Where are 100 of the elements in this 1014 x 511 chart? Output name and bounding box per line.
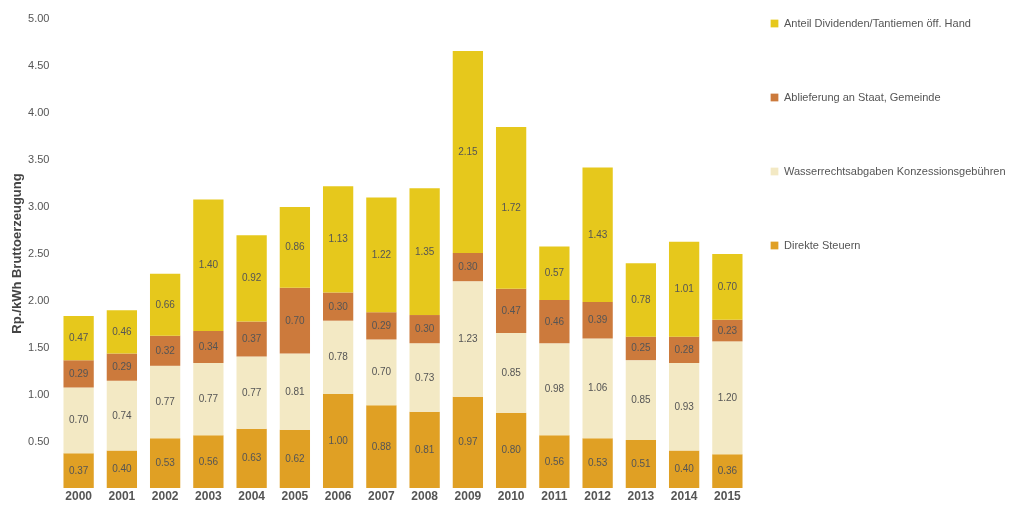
bar [236,321,267,357]
data-label: 0.81 [414,443,435,455]
bar [106,450,138,488]
bar [539,300,570,344]
bar [63,315,94,361]
legend-label: Anteil Dividenden/Tantiemen öff. Hand [784,16,971,29]
data-label: 1.13 [328,233,349,245]
bar [625,263,657,337]
bar [322,394,354,488]
y-tick-label: 2.50 [28,246,50,259]
bar [193,199,224,332]
data-label: 0.30 [414,323,435,335]
data-label: 0.70 [717,280,738,292]
bar [193,331,224,363]
data-label: 0.97 [458,436,479,448]
data-label: 0.88 [371,440,392,452]
data-label: 0.37 [241,333,262,345]
y-tick-label: 3.00 [28,199,50,212]
x-tick-label: 2013 [627,488,655,503]
data-label: 1.43 [587,228,608,240]
bar [322,186,354,293]
data-label: 0.74 [112,409,133,421]
data-label: 0.29 [112,361,133,373]
x-tick-label: 2002 [151,488,179,503]
x-tick-label: 2006 [324,488,352,503]
legend-label: Direkte Steuern [784,238,861,251]
bar [668,450,700,488]
data-label: 0.53 [587,457,608,469]
bar [625,360,657,441]
data-label: 0.93 [674,400,695,412]
data-label: 0.98 [544,383,565,395]
bar [712,341,743,455]
data-label: 0.85 [631,394,652,406]
bar [452,396,484,488]
y-tick-label: 3.50 [28,152,50,165]
x-tick-label: 2008 [411,488,439,503]
data-label: 0.37 [68,464,89,476]
bar [495,412,527,488]
x-tick-label: 2009 [454,488,482,503]
data-label: 0.66 [155,298,176,310]
data-label: 0.80 [501,444,522,456]
y-tick-label: 4.00 [28,105,50,118]
data-label: 0.86 [285,241,306,253]
bar [63,387,94,454]
data-label: 0.23 [717,324,738,336]
data-label: 1.00 [328,435,349,446]
bar [366,197,397,313]
y-tick-label: 1.00 [28,387,50,400]
bar [366,405,397,488]
data-label: 0.25 [631,342,652,354]
x-tick-label: 2012 [584,488,612,503]
data-label: 0.40 [674,463,695,475]
bar [322,320,354,394]
data-label: 0.46 [544,315,565,327]
legend-label: Ablieferung an Staat, Gemeinde [784,90,941,103]
data-label: 1.20 [717,391,738,403]
data-label: 0.57 [544,267,565,279]
bar [149,273,181,336]
y-tick-label: 5.00 [28,11,50,24]
bar [495,332,527,413]
bar [539,246,570,300]
x-tick-label: 2000 [65,488,93,503]
x-tick-label: 2014 [670,488,698,503]
data-label: 0.92 [241,272,262,284]
data-label: 0.77 [198,393,219,405]
data-label: 0.77 [155,395,176,407]
data-label: 0.39 [587,314,608,326]
y-tick-label: 4.50 [28,58,50,71]
x-tick-label: 2010 [497,488,525,503]
bar [539,435,570,488]
legend-label: Wasserrechtsabgaben Konzessionsgebühren [784,164,1006,177]
data-label: 0.34 [198,341,219,352]
data-label: 2.15 [458,145,479,157]
data-label: 0.78 [631,294,652,305]
bar [106,310,138,354]
bar [539,343,570,436]
data-label: 0.51 [631,458,652,470]
bar [625,440,657,488]
data-label: 0.40 [112,463,133,475]
bar [279,353,311,430]
bar [495,127,527,289]
x-tick-label: 2005 [281,488,309,503]
bar [322,292,354,321]
bar [582,301,613,339]
bar [712,454,743,488]
data-label: 0.53 [155,457,176,469]
bar [366,339,397,406]
data-label: 0.46 [112,325,133,337]
x-tick-label: 2003 [195,488,223,503]
bar [582,438,613,488]
bar [236,235,267,322]
data-label: 1.23 [458,333,479,345]
data-label: 0.47 [68,332,89,344]
bar [236,356,267,429]
bar [409,343,440,412]
y-tick-label: 1.50 [28,340,50,353]
x-tick-label: 2007 [368,488,396,503]
data-label: 0.77 [241,386,262,398]
bar [582,167,613,302]
data-label: 1.72 [501,201,522,213]
